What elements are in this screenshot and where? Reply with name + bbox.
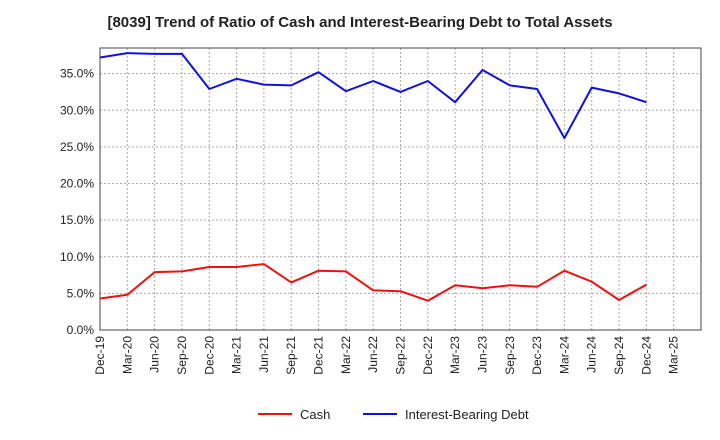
x-tick-label: Dec-22 (421, 336, 435, 375)
x-tick-label: Dec-24 (639, 336, 653, 375)
y-tick-label: 15.0% (60, 213, 94, 227)
y-tick-label: 20.0% (60, 177, 94, 191)
y-tick-label: 35.0% (60, 67, 94, 81)
x-tick-label: Jun-23 (475, 336, 489, 373)
x-tick-label: Sep-22 (394, 336, 408, 375)
legend-label: Interest-Bearing Debt (405, 407, 529, 422)
y-tick-label: 30.0% (60, 103, 94, 117)
x-tick-label: Sep-21 (284, 336, 298, 375)
x-tick-label: Dec-19 (93, 336, 107, 375)
x-tick-label: Dec-20 (202, 336, 216, 375)
x-tick-label: Jun-20 (148, 336, 162, 373)
y-tick-label: 25.0% (60, 140, 94, 154)
chart-title: [8039] Trend of Ratio of Cash and Intere… (107, 14, 613, 31)
y-tick-label: 10.0% (60, 250, 94, 264)
x-tick-label: Mar-25 (667, 336, 681, 374)
series-line-interest-bearing-debt (99, 52, 647, 140)
legend-label: Cash (300, 407, 330, 422)
x-tick-label: Jun-21 (257, 336, 271, 373)
x-tick-label: Sep-20 (175, 336, 189, 375)
x-tick-label: Dec-21 (312, 336, 326, 375)
x-tick-label: Sep-23 (503, 336, 517, 375)
plot-frame (99, 47, 702, 331)
x-tick-label: Jun-24 (585, 336, 599, 373)
x-tick-label: Jun-22 (366, 336, 380, 373)
x-tick-label: Mar-22 (339, 336, 353, 374)
x-tick-label: Mar-24 (557, 336, 571, 374)
series-line-cash (99, 263, 647, 302)
x-tick-label: Mar-20 (120, 336, 134, 374)
x-tick-label: Dec-23 (530, 336, 544, 375)
x-tick-label: Mar-23 (448, 336, 462, 374)
y-tick-label: 0.0% (67, 323, 95, 337)
y-tick-label: 5.0% (67, 286, 95, 300)
x-tick-label: Mar-21 (230, 336, 244, 374)
x-tick-label: Sep-24 (612, 336, 626, 375)
